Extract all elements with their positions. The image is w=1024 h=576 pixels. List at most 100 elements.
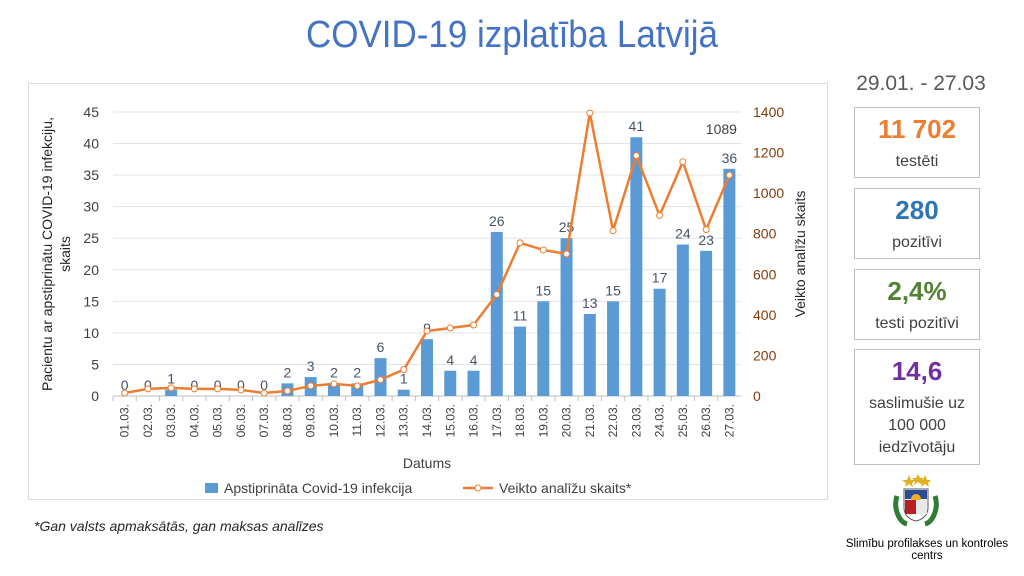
y2-tick-label: 1200 [753, 145, 784, 161]
x-tick-label: 20.03. [560, 404, 574, 437]
bar-data-label: 13 [582, 295, 598, 311]
line-point [632, 152, 640, 160]
y2-tick-label: 800 [753, 226, 777, 242]
y2-tick-label: 1400 [753, 104, 784, 120]
bar [444, 370, 457, 396]
x-tick-label: 01.03. [118, 404, 132, 437]
x-tick-label: 06.03. [234, 404, 248, 437]
line-point [539, 246, 547, 254]
line-point [260, 389, 268, 397]
stat-tested: 11 702 testēti [854, 107, 980, 178]
x-tick-label: 23.03. [629, 404, 643, 437]
line-point [446, 324, 454, 332]
bar-data-label: 2 [284, 364, 292, 380]
y-tick-label: 5 [91, 356, 99, 372]
y-tick-label: 15 [83, 293, 99, 309]
stat-positive: 280 pozitīvi [854, 188, 980, 259]
x-tick-label: 17.03. [490, 404, 504, 437]
x-tick-label: 16.03. [467, 404, 481, 437]
y-tick-label: 25 [83, 230, 99, 246]
period-label: 29.01. - 27.03 [856, 72, 986, 95]
stat-value: 14,6 [891, 356, 943, 386]
y-tick-label: 30 [83, 199, 99, 215]
bar-data-label: 1 [167, 371, 175, 387]
bar-data-label: 0 [237, 377, 245, 393]
bar [327, 383, 340, 396]
x-axis-title: Datums [403, 455, 451, 471]
latvia-coat-of-arms-logo [893, 474, 939, 527]
legend-bar-swatch [205, 483, 218, 493]
line-point [330, 380, 338, 388]
y2-tick-label: 1000 [753, 185, 784, 201]
x-tick-label: 21.03. [583, 404, 597, 437]
line-point [283, 387, 291, 395]
bar-data-label: 26 [489, 213, 505, 229]
bar-data-label: 15 [605, 282, 621, 298]
bar-data-label: 0 [214, 377, 222, 393]
line-point [493, 291, 501, 299]
bar-data-label: 41 [629, 118, 645, 134]
y-tick-label: 45 [83, 104, 99, 120]
line-point [144, 385, 152, 393]
line-point [656, 211, 664, 219]
x-tick-label: 14.03. [420, 404, 434, 437]
bar [583, 313, 596, 396]
x-tick-label: 27.03. [722, 404, 736, 437]
x-tick-label: 09.03. [304, 404, 318, 437]
line-point [586, 109, 594, 117]
x-tick-label: 19.03. [536, 404, 550, 437]
legend-line-label: Veikto analīžu skaits* [499, 480, 632, 496]
line-point [423, 327, 431, 335]
y-tick-label: 0 [91, 388, 99, 404]
stat-value: 11 702 [877, 114, 957, 144]
bar-data-label: 36 [722, 150, 738, 166]
bar-data-label: 0 [191, 377, 199, 393]
line-point [353, 382, 361, 390]
bar-data-label: 0 [121, 377, 129, 393]
line-point [563, 250, 571, 258]
x-tick-label: 22.03. [606, 404, 620, 437]
line-point [167, 384, 175, 392]
stat-label: testēti [895, 153, 939, 170]
x-tick-label: 05.03. [211, 404, 225, 437]
stat-label: testi pozitīvi [875, 315, 959, 332]
x-tick-label: 12.03. [373, 404, 387, 437]
x-tick-label: 04.03. [187, 404, 201, 437]
stat-value: 2,4% [887, 276, 947, 306]
bar [490, 231, 503, 396]
bar [165, 389, 178, 396]
stat-value: 280 [895, 195, 939, 225]
bar-data-label: 1 [400, 371, 408, 387]
legend-bar-label: Apstiprināta Covid-19 infekcija [224, 480, 413, 496]
y-tick-label: 10 [83, 325, 99, 341]
bar-data-label: 4 [470, 352, 478, 368]
x-tick-label: 24.03. [653, 404, 667, 437]
line-point [609, 227, 617, 235]
line-point [237, 386, 245, 394]
bar-data-label: 4 [446, 352, 454, 368]
line-point [470, 321, 478, 329]
bar-data-label: 3 [307, 358, 315, 374]
line-point [214, 385, 222, 393]
stat-positive-rate: 2,4% testi pozitīvi [854, 269, 980, 340]
line-point [702, 226, 710, 234]
legend-line-marker [474, 484, 482, 492]
bar-data-label: 11 [513, 308, 528, 324]
bar-data-label: 0 [260, 377, 268, 393]
y2-axis-title: Veikto analīžu skaits [792, 191, 808, 318]
bar [467, 370, 480, 396]
line-point [516, 239, 524, 247]
y-tick-label: 35 [83, 167, 99, 183]
bar [560, 238, 573, 396]
page-title: COVID-19 izplatība Latvijā [306, 14, 718, 56]
y2-tick-label: 0 [753, 388, 761, 404]
line-point [121, 389, 129, 397]
chart-frame [28, 83, 828, 500]
y-tick-label: 40 [83, 136, 99, 152]
line-point [725, 171, 733, 179]
organization-name: Slimību profilakses un kontroles centrs [845, 538, 1009, 562]
x-tick-label: 18.03. [513, 404, 527, 437]
stat-label: saslimušie uz 100 000 iedzīvotāju [868, 395, 966, 456]
y2-tick-label: 400 [753, 307, 777, 323]
